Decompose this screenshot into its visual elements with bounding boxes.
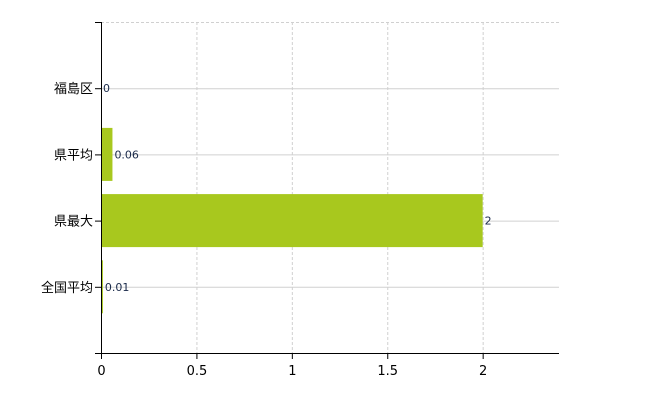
data-label: 0.01	[105, 281, 129, 294]
y-tick-label: 全国平均	[41, 280, 93, 296]
x-tick-label: 0	[97, 364, 105, 379]
bar	[101, 127, 113, 181]
y-tick-label: 福島区	[54, 82, 93, 97]
bar	[101, 194, 483, 248]
data-label: 0.06	[114, 148, 139, 161]
x-tick-label: 1.5	[377, 364, 398, 379]
x-tick-label: 0.5	[187, 364, 208, 379]
y-tick-label: 県最大	[54, 215, 93, 230]
data-label: 0	[103, 82, 110, 95]
y-tick-label: 県平均	[54, 148, 93, 163]
x-tick-label: 2	[479, 364, 487, 379]
x-tick-label: 1	[288, 364, 296, 379]
data-label: 2	[485, 215, 492, 228]
